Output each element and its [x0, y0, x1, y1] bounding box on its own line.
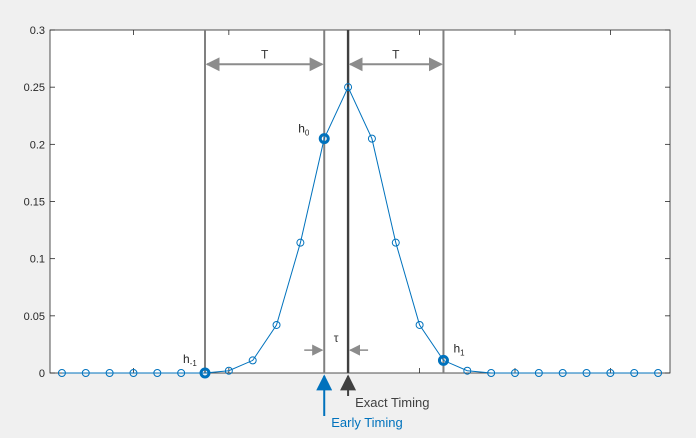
timing-lines — [204, 30, 445, 373]
data-point — [534, 369, 543, 377]
data-point — [177, 369, 186, 377]
sample-points — [57, 83, 663, 379]
data-point — [272, 320, 281, 329]
data-point — [129, 369, 138, 377]
period-span-right-label: T — [392, 47, 400, 61]
data-point — [57, 369, 66, 377]
data-point — [463, 366, 472, 375]
data-point — [582, 369, 591, 377]
data-point — [487, 369, 496, 377]
exact-timing-label: Exact Timing — [355, 395, 429, 410]
highlighted-point — [318, 133, 330, 145]
data-point — [391, 238, 400, 247]
tau-label: τ — [334, 331, 339, 345]
data-point — [630, 369, 639, 377]
data-point — [511, 369, 519, 377]
span-arrows: T Tτ — [205, 47, 443, 356]
y-tick-label: 0.25 — [24, 82, 45, 94]
point-label: h-1 — [183, 352, 197, 368]
y-tick-label: 0 — [39, 368, 45, 380]
highlighted-point — [437, 354, 449, 366]
data-point — [224, 366, 233, 375]
point-label-letter: h — [298, 122, 305, 136]
point-label-letter: h — [453, 341, 460, 355]
timing-annotations: Exact Timing Early Timing — [316, 374, 429, 430]
data-point — [558, 369, 567, 377]
y-tick-label: 0.2 — [30, 139, 45, 151]
y-tick-label: 0.05 — [24, 311, 45, 323]
y-axis: 0 0.05 0.1 0.15 0.2 0.25 0.3 — [24, 25, 670, 380]
y-tick-label: 0.1 — [30, 254, 45, 266]
y-tick-label: 0.15 — [24, 197, 45, 209]
point-label-subscript: -1 — [190, 359, 198, 368]
highlighted-point — [199, 367, 211, 379]
y-tick-label: 0.3 — [30, 25, 45, 37]
plot-area — [49, 29, 671, 374]
point-label-subscript: 1 — [460, 348, 465, 357]
data-point — [248, 356, 257, 365]
data-point — [81, 369, 90, 377]
early-timing-label: Early Timing — [331, 415, 403, 430]
point-label: h1 — [453, 341, 465, 357]
point-label: h0 — [298, 122, 310, 138]
data-point — [415, 320, 424, 329]
point-label-letter: h — [183, 352, 190, 366]
data-point — [606, 369, 615, 377]
data-point — [105, 369, 114, 377]
data-point — [344, 83, 353, 92]
data-point — [367, 134, 376, 143]
period-span-left-label: T — [261, 47, 269, 61]
data-point — [654, 369, 663, 377]
data-point — [296, 238, 305, 247]
point-label-subscript: 0 — [305, 129, 310, 138]
data-point — [153, 369, 162, 377]
